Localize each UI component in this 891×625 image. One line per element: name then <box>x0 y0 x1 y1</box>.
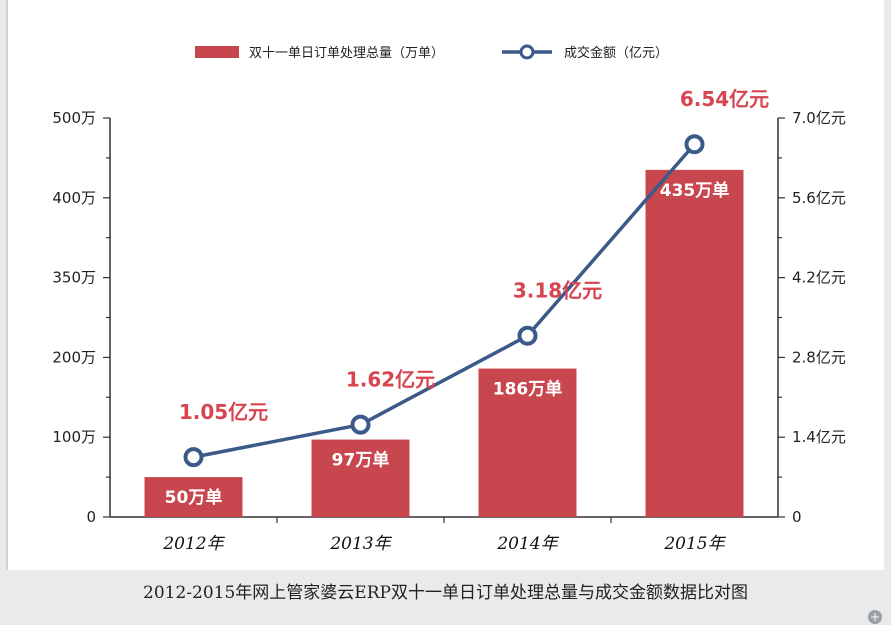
line-data-label: 6.54亿元 <box>680 87 769 111</box>
legend-swatch-bar <box>195 46 239 58</box>
bar <box>645 169 744 517</box>
line-data-label: 1.62亿元 <box>346 368 435 392</box>
legend-label-bar: 双十一单日订单处理总量（万单） <box>249 46 444 61</box>
right-axis-tick-label: 2.8亿元 <box>792 348 846 366</box>
x-axis-category-label: 2012年 <box>162 534 225 554</box>
bar-data-label: 186万单 <box>493 379 563 400</box>
bar <box>478 368 577 517</box>
x-axis-category-label: 2014年 <box>496 534 559 554</box>
left-axis-tick-label: 400万 <box>52 189 96 207</box>
line-point <box>517 325 538 346</box>
x-axis-category-label: 2015年 <box>663 534 726 554</box>
bar-data-label: 50万单 <box>165 487 223 508</box>
right-axis-tick-label: 1.4亿元 <box>792 428 846 446</box>
bar <box>311 439 410 517</box>
chart-caption: 2012-2015年网上管家婆云ERP双十一单日订单处理总量与成交金额数据比对图 <box>143 583 748 603</box>
bar-data-label: 97万单 <box>332 450 390 471</box>
chart-svg: 0 100万 200万 350万 400万 500万 0 1.4亿元 2.8亿元 4.2亿元 5.6… <box>52 44 846 554</box>
left-axis-tick-label: 350万 <box>52 269 96 287</box>
expand-plus-icon[interactable]: + <box>868 610 882 624</box>
bar <box>144 477 243 517</box>
left-axis-tick-label: 200万 <box>52 348 96 366</box>
left-axis-tick-label: 500万 <box>52 109 96 127</box>
legend-swatch-marker <box>519 44 535 60</box>
x-axis-category-label: 2013年 <box>329 534 392 554</box>
line-data-label: 3.18亿元 <box>513 279 602 303</box>
left-axis-tick-label: 0 <box>86 508 96 526</box>
left-axis-tick-label: 100万 <box>52 428 96 446</box>
line-point <box>350 414 371 435</box>
line-data-label: 1.05亿元 <box>179 400 268 424</box>
line-point <box>183 447 204 468</box>
legend-label-line: 成交金额（亿元） <box>564 45 668 61</box>
right-axis-tick-label: 0 <box>792 508 802 526</box>
right-axis-tick-label: 5.6亿元 <box>792 189 846 207</box>
right-axis-tick-label: 4.2亿元 <box>792 269 846 287</box>
bar-data-label: 435万单 <box>660 180 730 201</box>
line-point <box>684 134 705 155</box>
right-axis-tick-label: 7.0亿元 <box>792 109 846 127</box>
line-series-path <box>193 143 696 459</box>
